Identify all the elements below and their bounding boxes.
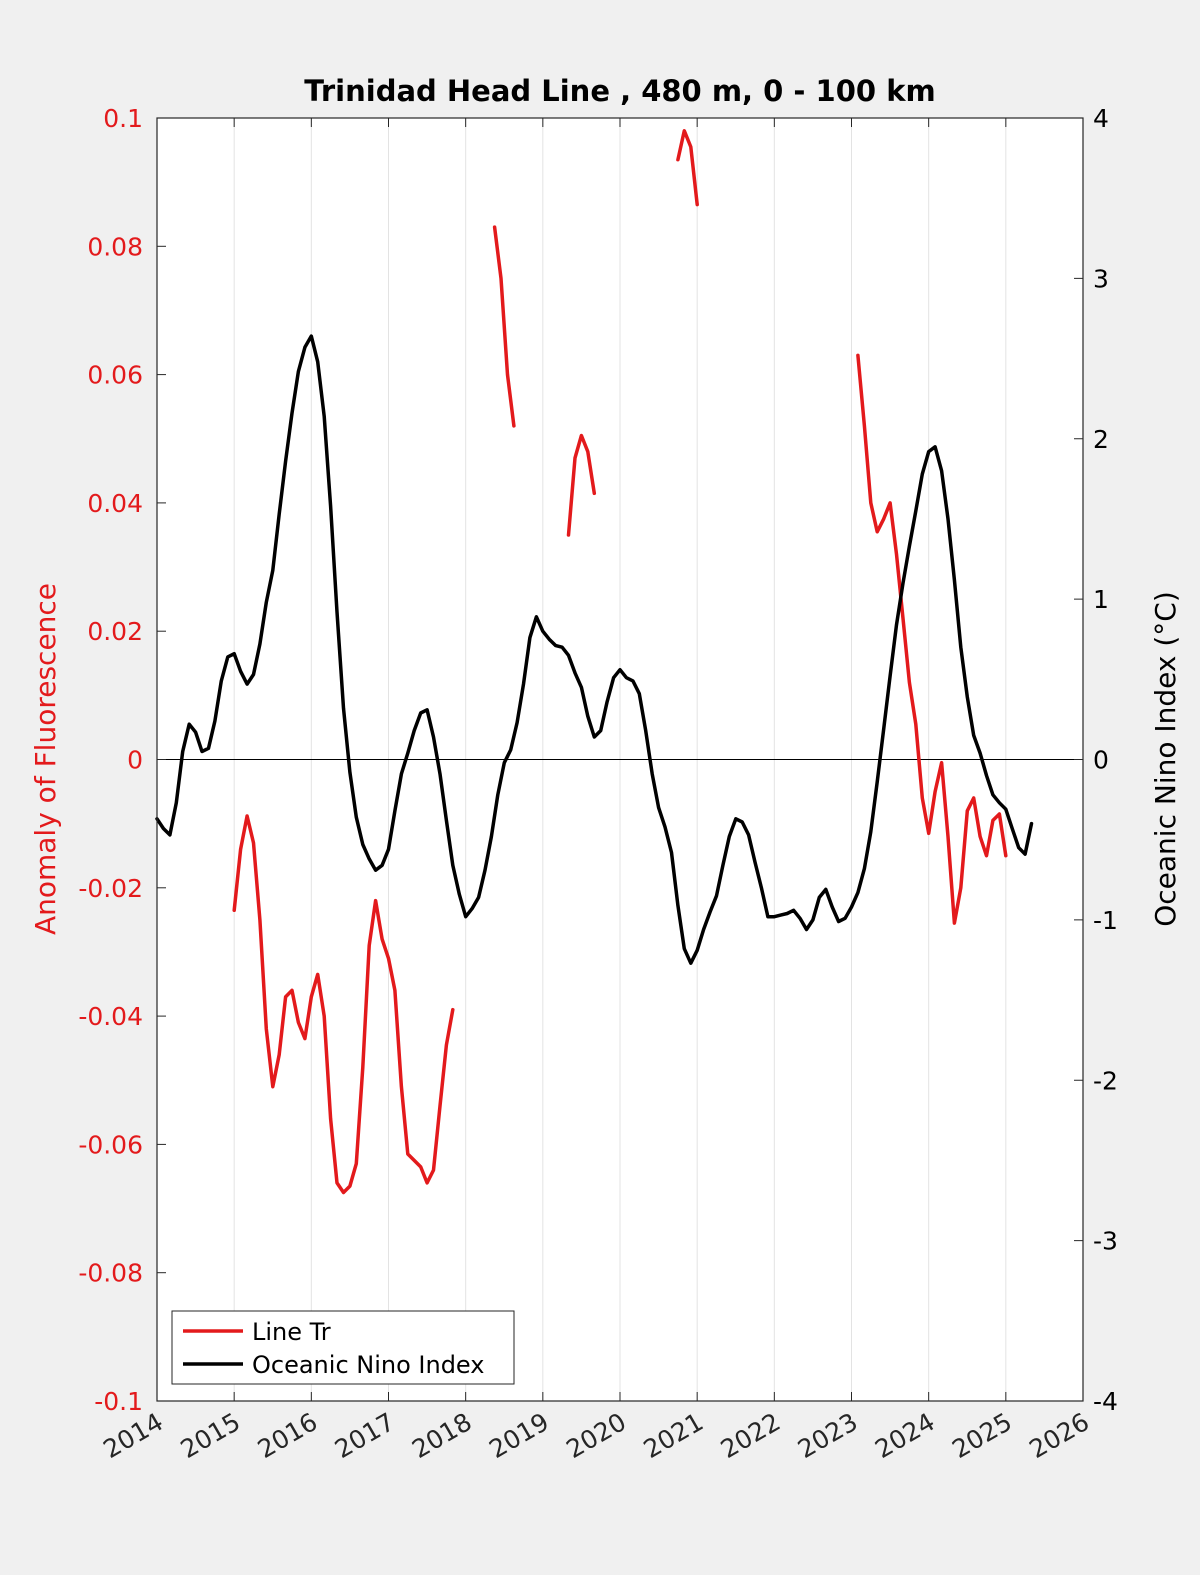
right-axis-label: Oceanic Nino Index (°C) (1149, 591, 1182, 927)
series-line-tr-segment-1 (232, 814, 455, 1195)
legend-box (171, 1310, 515, 1385)
right-tick-label: -1 (1093, 906, 1118, 935)
left-tick-label: -0.02 (78, 874, 143, 903)
legend: Line Tr Oceanic Nino Index (171, 1310, 515, 1385)
left-axis-ticks: -0.1 -0.08 -0.06 -0.04 -0.02 0 0.02 0.04 0.06 0.0… (78, 104, 166, 1416)
right-tick-label: 4 (1093, 104, 1109, 133)
right-tick-label: -3 (1093, 1227, 1118, 1256)
left-tick-label: -0.06 (78, 1130, 143, 1159)
left-tick-label: 0.02 (87, 617, 143, 646)
right-tick-label: 0 (1093, 746, 1109, 775)
right-tick-label: 3 (1093, 264, 1109, 293)
legend-label-line-tr: Line Tr (252, 1318, 331, 1346)
series-oni-segment-1 (155, 334, 1034, 965)
left-tick-label: 0.08 (87, 232, 143, 261)
legend-label-oni: Oceanic Nino Index (252, 1351, 484, 1379)
series-line-tr-segment-4 (676, 129, 699, 207)
left-tick-label: 0 (127, 746, 143, 775)
left-tick-label: -0.08 (78, 1259, 143, 1288)
right-tick-label: 1 (1093, 585, 1109, 614)
left-tick-label: 0.06 (87, 361, 143, 390)
left-tick-label: 0.04 (87, 489, 143, 518)
left-tick-label: -0.1 (94, 1387, 143, 1416)
series-line-tr-segment-3 (566, 433, 597, 537)
series-line-tr-segment-2 (492, 225, 516, 428)
right-tick-label: 2 (1093, 425, 1109, 454)
left-axis-label: Anomaly of Fluorescence (29, 583, 62, 935)
chart-title: Trinidad Head Line , 480 m, 0 - 100 km (304, 74, 935, 108)
left-tick-label: -0.04 (78, 1002, 143, 1031)
right-tick-label: -2 (1093, 1066, 1118, 1095)
left-tick-label: 0.1 (103, 104, 143, 133)
series-line-tr-segment-5 (856, 353, 1008, 925)
series-lines (155, 129, 1034, 1195)
right-axis-ticks: -4 -3 -2 -1 0 1 2 3 4 (1074, 104, 1118, 1416)
right-tick-label: -4 (1093, 1387, 1118, 1416)
